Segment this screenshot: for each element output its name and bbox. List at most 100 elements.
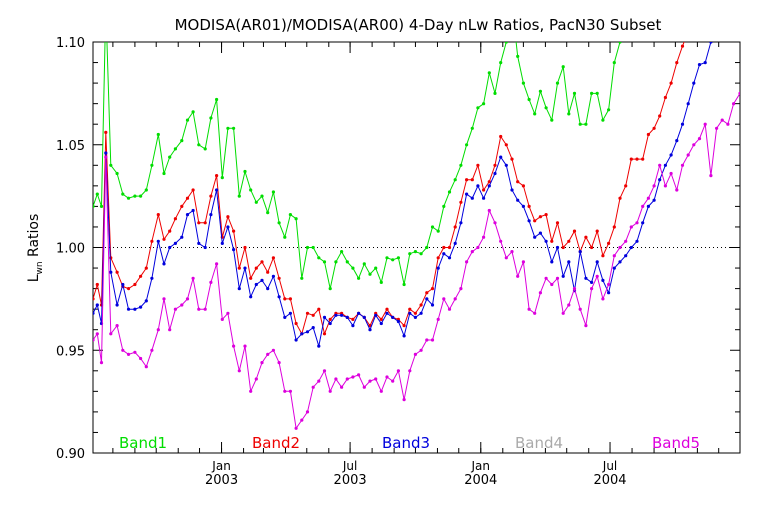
point-band2 [430,287,435,291]
point-band1 [294,217,298,221]
series-line-band3 [93,42,712,347]
point-band3 [180,235,184,239]
point-band2 [538,215,543,219]
point-band5 [357,373,361,377]
point-band2 [504,143,508,147]
point-band2 [698,10,701,13]
x-tick-label-year: 2003 [334,473,367,488]
point-band3 [595,260,599,264]
point-band1 [226,126,230,130]
chart-title: MODISA(AR01)/MODISA(AR00) 4-Day nLw Rati… [175,16,662,34]
point-band1 [283,235,287,239]
point-band3 [374,313,378,317]
point-band5 [425,338,429,342]
point-band5 [271,348,275,352]
point-band5 [232,344,236,348]
point-band1 [133,194,137,198]
point-band3 [220,241,224,245]
point-band5 [203,307,207,311]
point-band1 [510,3,513,6]
point-band3 [442,252,446,256]
point-band1 [162,171,166,176]
point-band2 [459,200,463,204]
point-band1 [550,118,554,122]
point-band1 [322,260,327,264]
point-band5 [618,245,622,250]
point-band5 [470,250,474,254]
point-band1 [391,258,395,262]
point-band2 [266,270,270,274]
point-band2 [499,134,503,139]
point-band3 [277,295,281,299]
point-band5 [266,352,270,356]
point-band3 [652,198,656,202]
point-band5 [156,328,160,332]
point-band3 [254,282,258,287]
point-band3 [510,188,514,192]
point-band1 [527,97,531,102]
point-band3 [133,307,137,311]
point-band1 [220,176,224,180]
y-axis-label-subscript: wn [35,261,45,274]
point-band2 [476,163,480,167]
point-band2 [442,245,446,250]
point-band1 [533,112,537,116]
point-band2 [385,307,389,311]
point-band3 [144,299,148,303]
point-band1 [300,276,304,280]
point-band2 [133,282,137,287]
point-band1 [544,106,548,110]
point-band3 [294,338,298,342]
point-band5 [459,287,463,291]
y-tick-label: 1.05 [56,139,85,154]
x-tick-label-month: Jul [602,459,617,473]
point-band1 [362,262,366,266]
point-band1 [351,266,355,270]
point-band3 [516,198,520,202]
point-band2 [590,245,594,250]
point-band1 [334,260,338,264]
point-band2 [595,229,599,233]
point-band1 [521,81,526,85]
point-band3 [391,315,395,319]
point-band1 [180,139,184,143]
point-band5 [385,375,389,379]
point-band1 [482,102,486,106]
point-band3 [555,245,560,250]
point-band5 [351,375,355,379]
point-band3 [567,260,571,264]
point-band2 [408,307,412,311]
point-band1 [561,65,565,69]
point-band5 [322,369,327,373]
point-band1 [425,245,429,250]
point-band3 [641,221,645,225]
point-band5 [126,352,131,356]
legend-band5: Band5 [652,434,700,452]
point-band1 [345,260,349,264]
point-band5 [675,188,679,192]
point-band2 [618,196,622,200]
point-band3 [544,239,548,243]
point-band5 [317,379,321,383]
point-band5 [493,221,497,225]
point-band1 [197,143,201,147]
point-band1 [419,252,423,256]
point-band5 [209,280,213,284]
point-band5 [465,260,469,264]
x-tick-label-year: 2004 [593,473,626,488]
point-band5 [538,291,543,295]
point-band5 [453,297,457,301]
point-band5 [447,307,452,311]
point-band5 [584,324,588,328]
point-band5 [150,348,154,352]
point-band5 [720,118,724,122]
y-axis-label-main: L [26,274,42,282]
point-band3 [203,245,207,250]
point-band2 [652,126,656,130]
point-band1 [317,256,321,260]
point-band1 [249,188,253,192]
point-band5 [168,328,172,332]
point-band1 [260,194,264,198]
point-band5 [476,245,480,250]
